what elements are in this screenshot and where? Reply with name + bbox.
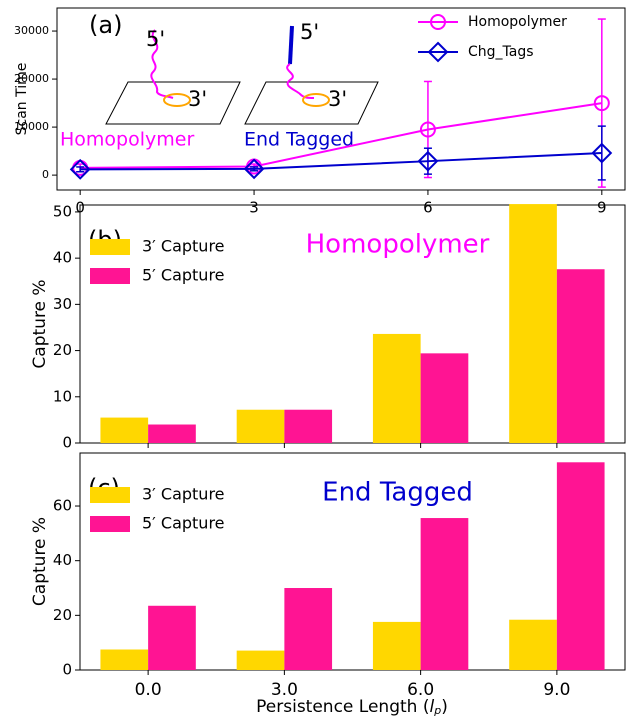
legend-swatch xyxy=(90,516,130,532)
x-tick-label: 0.0 xyxy=(135,680,162,700)
y-axis-label: Scan Time xyxy=(14,63,30,136)
legend-label: Chg_Tags xyxy=(468,44,534,60)
legend-swatch xyxy=(90,268,130,284)
bar xyxy=(557,462,605,670)
legend-label: 3′ Capture xyxy=(142,485,225,504)
legend-label: 5′ Capture xyxy=(142,266,225,285)
bar xyxy=(373,622,421,670)
y-tick-label: 20 xyxy=(53,606,72,624)
panel-label: (a) xyxy=(89,11,122,39)
bar xyxy=(100,418,148,443)
x-tick-label: 6 xyxy=(423,199,433,217)
y-tick-label: 0 xyxy=(62,434,72,452)
x-tick-label: 3.0 xyxy=(271,680,298,700)
inset-label: 5' xyxy=(300,20,319,44)
y-axis-label: Capture % xyxy=(30,517,50,606)
bar xyxy=(557,269,605,443)
x-tick-label: 9 xyxy=(597,199,607,217)
y-tick-label: 30000 xyxy=(14,24,49,37)
bar xyxy=(284,588,332,670)
bar xyxy=(284,410,332,443)
bar xyxy=(421,353,469,443)
x-tick-label: 9.0 xyxy=(543,680,570,700)
legend-label: 3′ Capture xyxy=(142,237,225,256)
bar xyxy=(373,334,421,443)
y-tick-label: 40 xyxy=(53,249,72,267)
y-tick-label: 60 xyxy=(53,497,72,515)
inset-label: 3' xyxy=(328,87,347,111)
bar xyxy=(148,606,196,670)
bar xyxy=(237,651,285,670)
legend-label: Homopolymer xyxy=(468,14,567,30)
x-tick-label: 3 xyxy=(249,199,259,217)
y-tick-label: 40 xyxy=(53,551,72,569)
y-tick-label: 20 xyxy=(53,341,72,359)
x-tick-label: 6.0 xyxy=(407,680,434,700)
bar xyxy=(100,650,148,670)
inset-label: 3' xyxy=(188,87,207,111)
legend-swatch xyxy=(90,487,130,503)
inset-label: 5' xyxy=(146,27,165,51)
y-axis-label: Capture % xyxy=(30,279,50,368)
chart-title: Homopolymer xyxy=(306,230,490,260)
inset-label: End Tagged xyxy=(244,129,354,151)
y-tick-label: 0 xyxy=(62,661,72,679)
inset-label: Homopolymer xyxy=(60,129,194,151)
x-axis-label: Persistence Length (lp) xyxy=(256,697,448,717)
bar xyxy=(148,425,196,443)
bar xyxy=(421,518,469,670)
legend-label: 5′ Capture xyxy=(142,514,225,533)
legend-swatch xyxy=(90,239,130,255)
bar xyxy=(237,410,285,443)
y-tick-label: 0 xyxy=(42,168,49,181)
chart-title: End Tagged xyxy=(322,478,473,508)
y-tick-label: 10 xyxy=(53,387,72,405)
bar xyxy=(509,620,557,670)
y-tick-label: 30 xyxy=(53,295,72,313)
figure: 5' 3' Homopolymer 5' 3' End Tagged Persi… xyxy=(0,0,638,721)
y-tick-label: 50 xyxy=(53,202,72,220)
bar xyxy=(509,204,557,443)
